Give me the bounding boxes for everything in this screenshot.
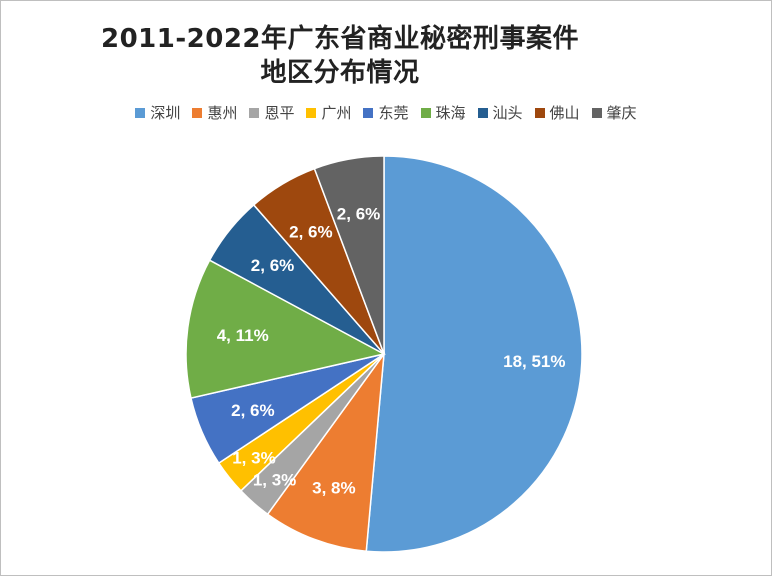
pie-slice [313,155,385,355]
legend-label: 深圳 [150,104,181,122]
legend-label: 东莞 [378,104,409,122]
legend-swatch [306,107,317,118]
legend-swatch [534,107,545,118]
data-label: 2, 6% [231,401,274,420]
legend-label: 汕头 [492,104,523,122]
legend-label: 惠州 [207,104,238,122]
legend-item: 佛山 [534,102,580,123]
data-label: 2, 6% [289,223,332,242]
legend-item: 广州 [306,102,351,123]
legend-label: 恩平 [264,104,295,122]
data-label: 1, 3% [232,449,275,468]
chart-legend: 深圳 惠州 恩平 广州 东莞 珠海 汕头 佛山 肇庆 [0,102,772,123]
chart-title: 2011-2022年广东省商业秘密刑事案件 地区分布情况 [60,22,620,90]
data-label: 2, 6% [251,256,294,275]
legend-item: 珠海 [420,102,466,123]
legend-label: 广州 [321,104,352,122]
legend-label: 珠海 [435,104,466,122]
legend-item: 东莞 [363,102,409,123]
legend-item: 惠州 [192,102,237,123]
legend-item: 恩平 [249,102,294,123]
legend-swatch [420,107,431,118]
legend-item: 汕头 [477,102,523,123]
data-label: 18, 51% [503,352,565,371]
data-label: 4, 11% [217,326,269,345]
pie-slice [266,351,385,553]
pie-slice [185,259,387,399]
pie-slice [365,155,583,553]
legend-swatch [135,107,146,118]
legend-item: 深圳 [135,102,180,123]
legend-swatch [192,107,203,118]
chart-title-line2: 地区分布情况 [260,58,420,88]
legend-swatch [363,107,374,118]
data-label: 2, 6% [337,205,380,224]
legend-label: 肇庆 [606,104,637,122]
data-label: 3, 8% [312,478,355,497]
legend-swatch [591,107,602,118]
chart-title-line1: 2011-2022年广东省商业秘密刑事案件 [100,24,580,54]
legend-item: 肇庆 [591,102,637,123]
data-label: 1, 3% [253,470,296,489]
legend-swatch [477,107,488,118]
legend-label: 佛山 [549,104,580,122]
legend-swatch [249,107,260,118]
